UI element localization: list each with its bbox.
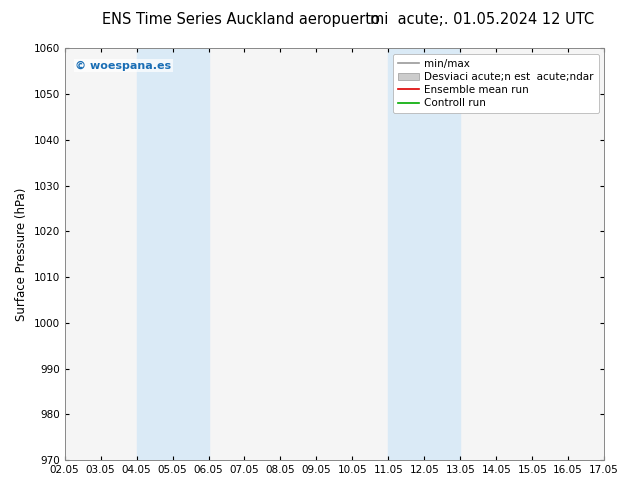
- Bar: [136, 49, 209, 460]
- Legend: min/max, Desviaci acute;n est  acute;ndar, Ensemble mean run, Controll run: min/max, Desviaci acute;n est acute;ndar…: [393, 53, 599, 113]
- Text: ENS Time Series Auckland aeropuerto: ENS Time Series Auckland aeropuerto: [102, 12, 380, 27]
- Text: © woespana.es: © woespana.es: [75, 61, 172, 71]
- Bar: [389, 49, 460, 460]
- Text: mi  acute;. 01.05.2024 12 UTC: mi acute;. 01.05.2024 12 UTC: [370, 12, 594, 27]
- Y-axis label: Surface Pressure (hPa): Surface Pressure (hPa): [15, 188, 28, 321]
